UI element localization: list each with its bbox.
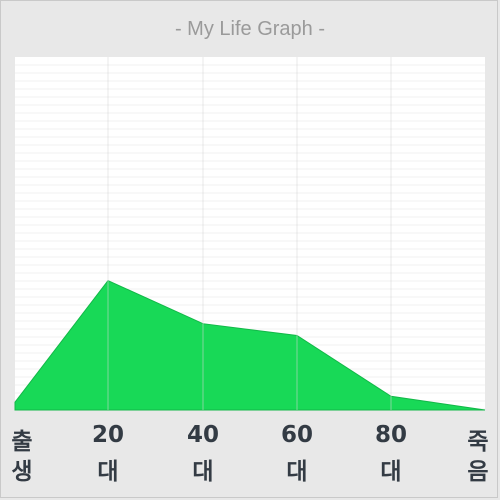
x-tick-5-top: 죽 bbox=[467, 429, 489, 455]
chart-title: - My Life Graph - bbox=[174, 18, 326, 40]
x-tick-0-bottom: 생 bbox=[11, 459, 33, 485]
horizontal-gridlines bbox=[15, 64, 485, 410]
x-tick-3-bottom: 대 bbox=[286, 459, 308, 485]
x-tick-2-top: 40 bbox=[186, 422, 219, 448]
x-tick-0-top: 출 bbox=[11, 429, 33, 455]
x-tick-4-bottom: 대 bbox=[380, 459, 402, 485]
x-tick-1-top: 20 bbox=[91, 422, 124, 448]
x-tick-1-bottom: 대 bbox=[97, 459, 119, 485]
x-tick-2-bottom: 대 bbox=[192, 459, 214, 485]
area-series bbox=[14, 279, 486, 411]
x-tick-4-top: 80 bbox=[374, 422, 407, 448]
x-tick-3-top: 60 bbox=[280, 422, 313, 448]
vertical-gridlines bbox=[107, 57, 392, 410]
x-tick-5-bottom: 음 bbox=[467, 459, 489, 485]
